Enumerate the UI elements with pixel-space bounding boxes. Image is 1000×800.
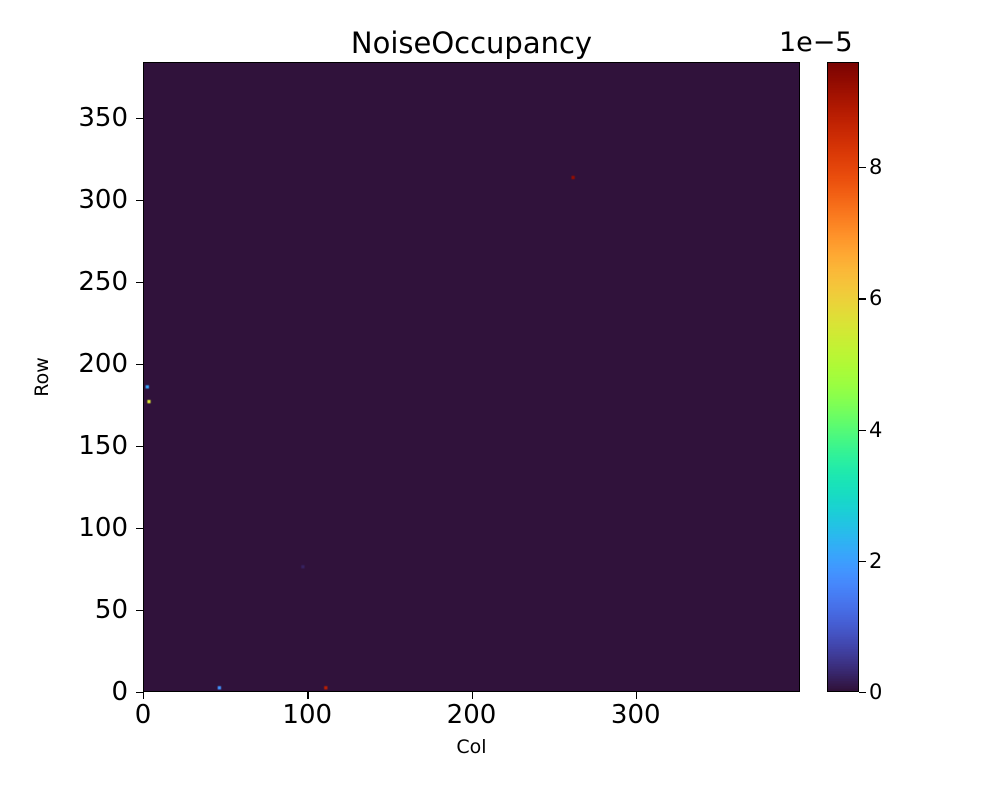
heatmap-axes[interactable] [143,62,800,692]
y-tick-label: 150 [78,430,128,461]
y-tick-mark [136,445,143,448]
y-tick-label: 350 [78,102,128,133]
colorbar-gradient [828,63,858,691]
y-tick-mark [136,117,143,120]
x-tick-label: 0 [134,700,152,730]
y-tick-mark [136,281,143,284]
y-tick-mark [136,199,143,202]
page-title: NoiseOccupancy [350,26,593,60]
y-tick-label: 300 [78,184,128,215]
x-tick-mark [143,692,145,699]
colorbar-tick-label: 4 [869,417,883,442]
colorbar-tick-mark [859,167,866,169]
x-tick-label: 100 [282,700,333,730]
y-axis-label: Row [31,357,53,397]
colorbar-tick-label: 0 [869,680,883,704]
y-tick-mark [136,609,143,612]
colorbar-tick-mark [859,692,866,694]
colorbar-tick-mark [859,298,866,300]
colorbar-tick-label: 6 [869,286,883,311]
y-tick-mark [136,363,143,366]
y-tick-mark [136,692,143,694]
y-tick-label: 50 [94,594,128,625]
x-tick-mark [635,692,638,699]
y-tick-label: 200 [78,348,128,379]
colorbar[interactable] [827,62,859,692]
y-tick-label: 100 [78,512,128,543]
colorbar-tick-label: 8 [869,155,883,179]
x-tick-mark [471,692,473,699]
heatmap-image[interactable] [144,63,799,691]
colorbar-tick-mark [859,429,866,431]
y-tick-label: 0 [111,677,128,707]
colorbar-tick-mark [859,560,866,563]
colorbar-offset-text: 1e−5 [779,27,853,58]
x-axis-label: Col [456,736,487,758]
x-tick-label: 300 [610,700,661,730]
x-tick-label: 200 [446,700,497,730]
y-tick-mark [136,527,143,530]
x-tick-mark [307,692,309,699]
colorbar-tick-label: 2 [869,548,883,573]
y-tick-label: 250 [78,266,128,297]
